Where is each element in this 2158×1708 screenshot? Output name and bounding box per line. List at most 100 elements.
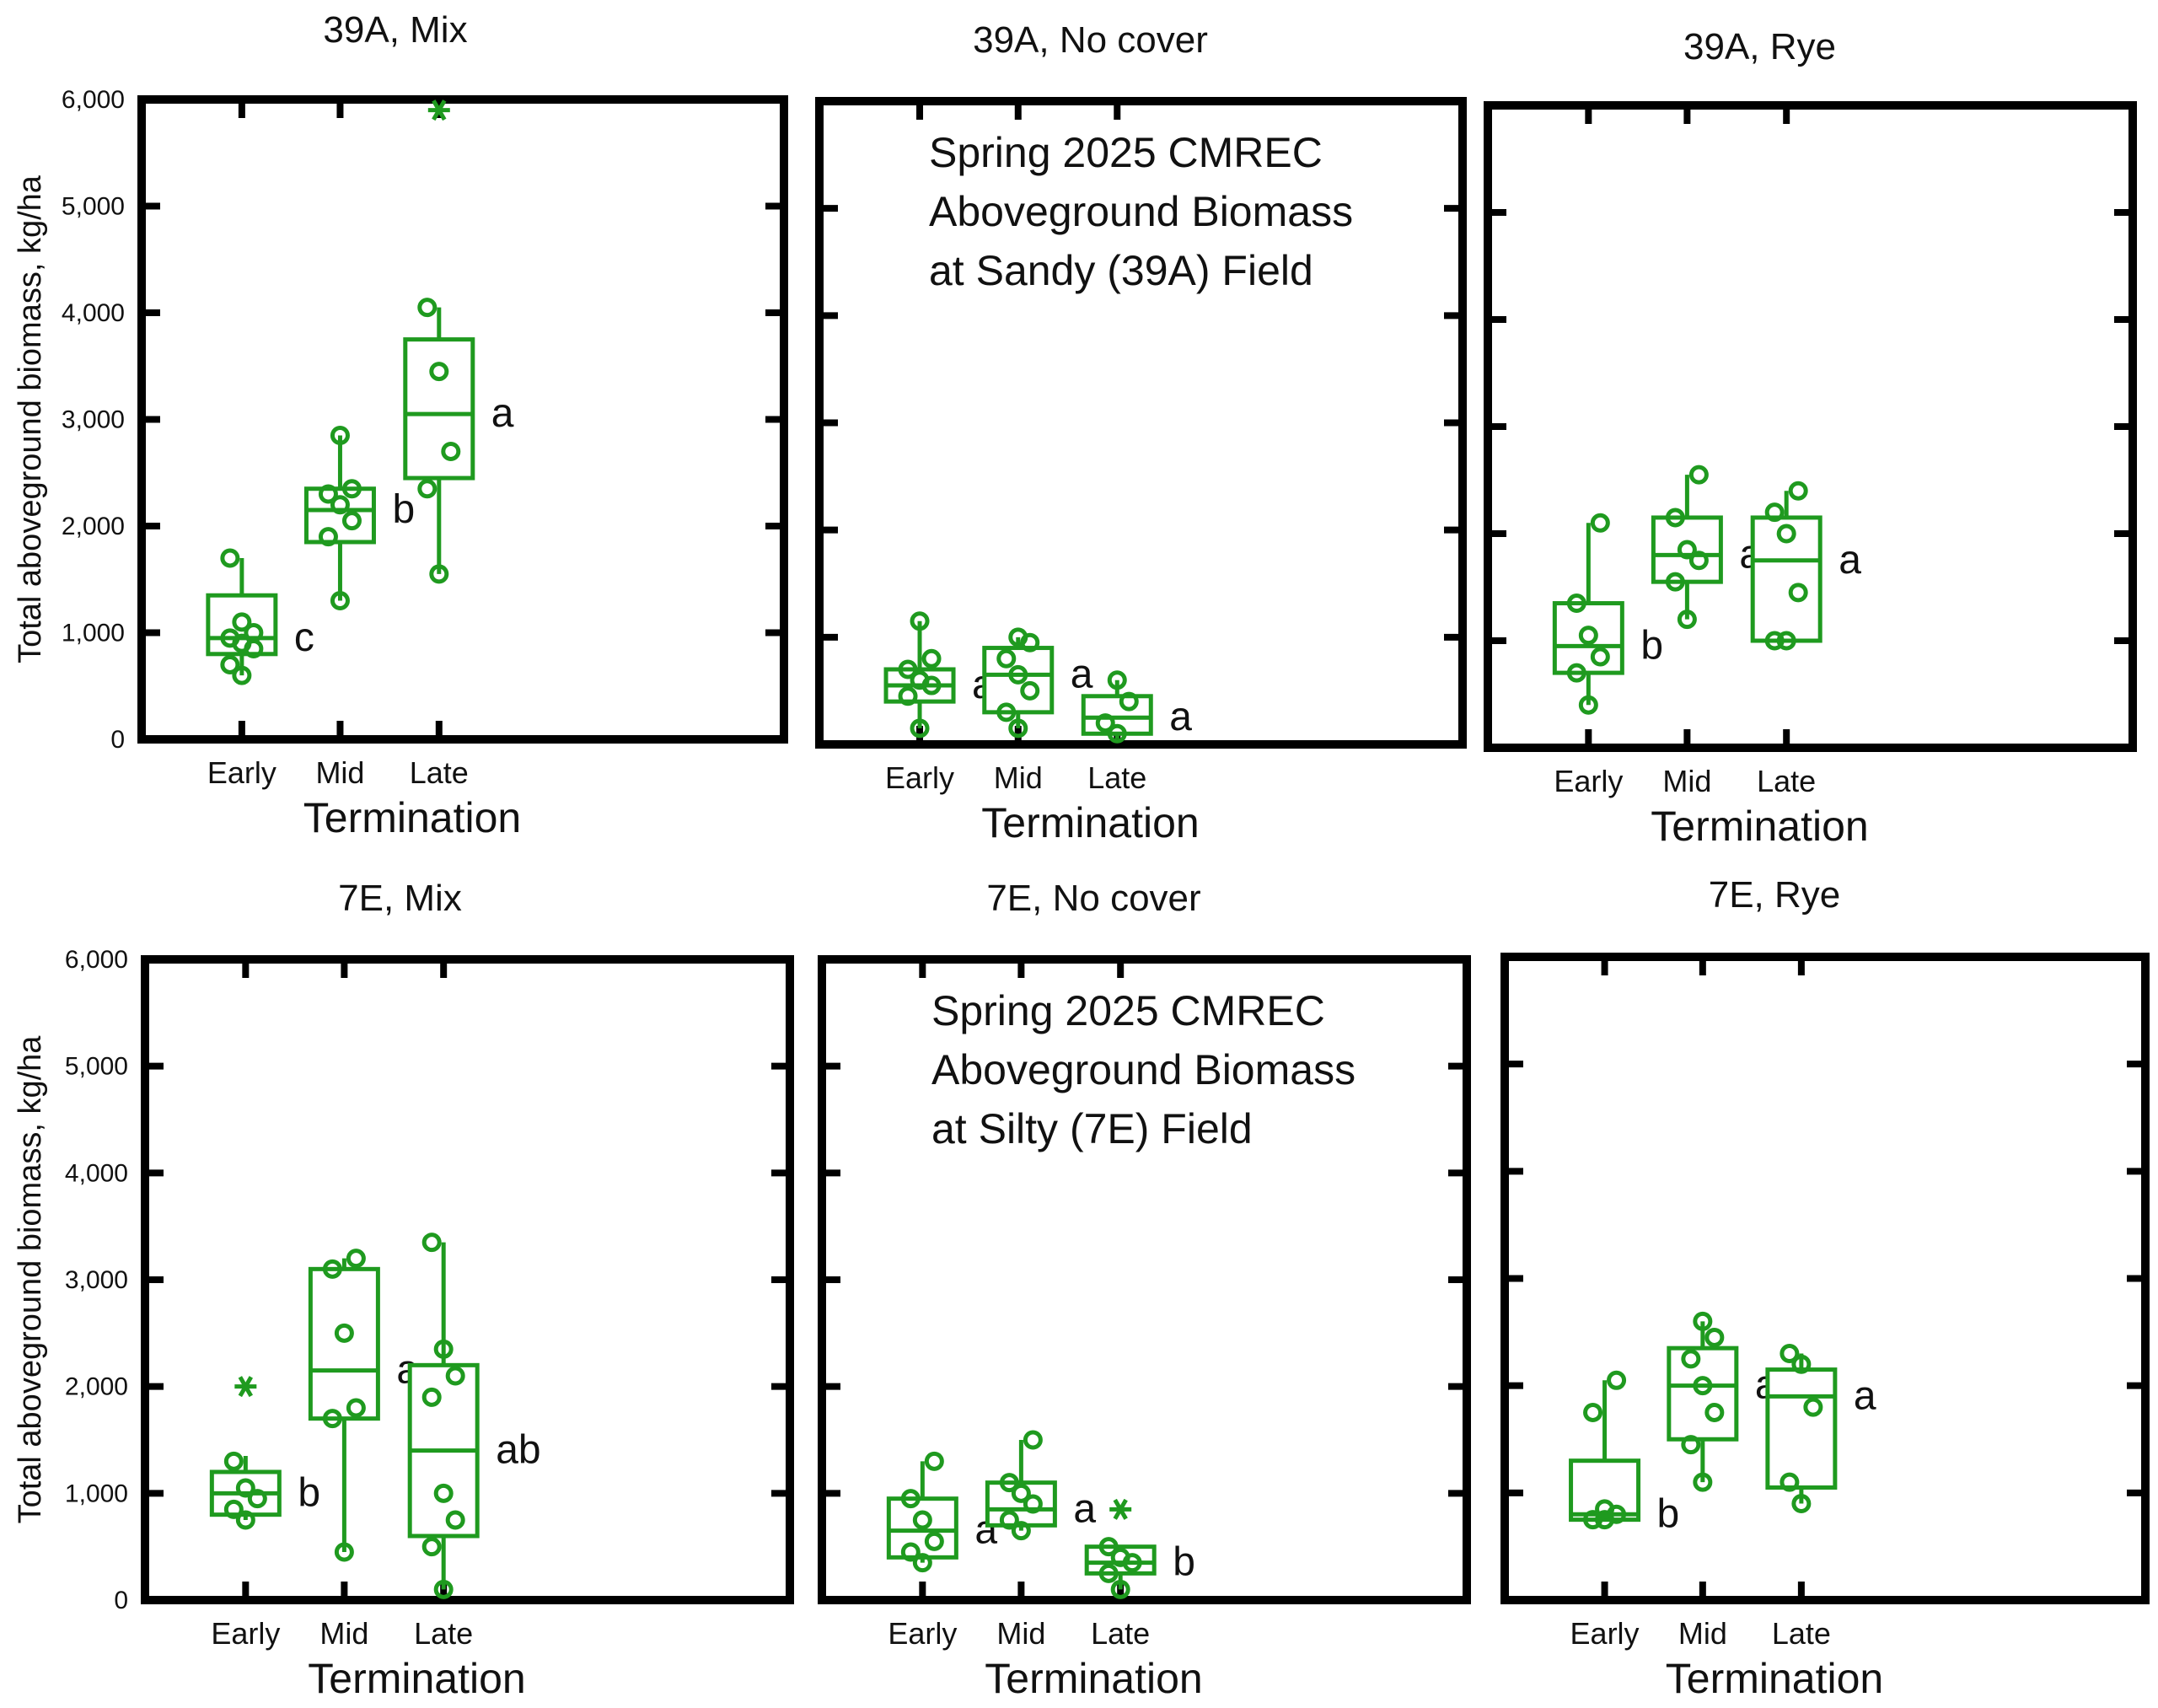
box-early: a bbox=[883, 611, 995, 739]
panel-6: 7E, RyeEarlyMidLateTerminationbaa bbox=[1500, 874, 2150, 1702]
y-axis-label: Total aboveground biomass, kg/ha bbox=[13, 1035, 48, 1524]
data-point bbox=[1578, 626, 1598, 646]
data-point bbox=[346, 1398, 366, 1418]
data-point bbox=[1607, 1370, 1627, 1390]
data-point bbox=[220, 654, 240, 674]
data-point bbox=[1020, 680, 1040, 701]
y-tick-label: 5,000 bbox=[62, 193, 125, 221]
significance-letter: a bbox=[491, 391, 514, 436]
data-point bbox=[223, 1499, 244, 1519]
outlier-marker bbox=[234, 1376, 257, 1398]
significance-letter: c bbox=[294, 615, 314, 660]
x-tick-label: Late bbox=[1757, 764, 1816, 798]
data-point bbox=[1008, 718, 1028, 739]
x-tick-label: Late bbox=[414, 1616, 473, 1651]
x-axis-label: Termination bbox=[303, 794, 521, 841]
data-point bbox=[1011, 1483, 1031, 1503]
data-point bbox=[1578, 695, 1598, 715]
significance-letter: b bbox=[392, 487, 415, 532]
x-tick-label: Mid bbox=[996, 1616, 1045, 1651]
data-point bbox=[330, 425, 350, 445]
box-early: c bbox=[206, 548, 314, 685]
data-point bbox=[334, 1542, 354, 1562]
box-early: b bbox=[1569, 1370, 1680, 1536]
significance-letter: b bbox=[1173, 1540, 1195, 1585]
y-tick-label: 4,000 bbox=[62, 299, 125, 327]
data-point bbox=[921, 648, 942, 669]
data-point bbox=[1590, 513, 1610, 533]
data-point bbox=[433, 1579, 454, 1599]
data-point bbox=[1776, 524, 1796, 544]
data-point bbox=[247, 1489, 267, 1509]
data-point bbox=[1107, 670, 1127, 690]
y-tick-label: 1,000 bbox=[65, 1480, 128, 1507]
data-point bbox=[1665, 572, 1685, 592]
x-axis-label: Termination bbox=[981, 799, 1199, 846]
data-point bbox=[421, 1537, 442, 1557]
x-axis-label: Termination bbox=[1666, 1655, 1883, 1702]
data-point bbox=[1788, 583, 1808, 603]
data-point bbox=[898, 659, 918, 679]
significance-letter: b bbox=[1657, 1491, 1680, 1536]
panel-4: 7E, Mix 0 1,000 2,000 3,000 4,000 5,000 6,000 To… bbox=[13, 878, 794, 1702]
panel-3: 39A, RyeEarlyMidLateTerminationbaa bbox=[1484, 26, 2137, 850]
x-tick-label: Late bbox=[1087, 760, 1146, 795]
data-point bbox=[433, 1339, 454, 1359]
data-point bbox=[1583, 1510, 1603, 1530]
x-tick-label: Early bbox=[1554, 764, 1623, 798]
y-axis-label: Total aboveground biomass, kg/ha bbox=[13, 175, 48, 663]
data-point bbox=[910, 670, 930, 690]
x-tick-label: Late bbox=[410, 755, 469, 790]
data-point bbox=[1011, 1521, 1031, 1541]
y-tick-label: 4,000 bbox=[65, 1159, 128, 1187]
iqr-box bbox=[1750, 515, 1822, 643]
box-early: b bbox=[1552, 513, 1663, 715]
iqr-box bbox=[1651, 515, 1723, 584]
significance-letter: a bbox=[1071, 652, 1093, 696]
box-mid: a bbox=[1651, 465, 1762, 630]
x-tick-label: Late bbox=[1772, 1616, 1831, 1651]
data-point bbox=[898, 686, 918, 706]
box-mid: a bbox=[1667, 1311, 1778, 1492]
significance-letter: a bbox=[1169, 695, 1192, 739]
data-point bbox=[1688, 465, 1709, 485]
annotation-line: Spring 2025 CMREC bbox=[929, 129, 1323, 176]
x-tick-label: Mid bbox=[1662, 764, 1711, 798]
outlier-stroke bbox=[1113, 1498, 1128, 1520]
data-point bbox=[322, 1259, 342, 1279]
data-point bbox=[912, 1510, 932, 1530]
y-tick-label: 2,000 bbox=[62, 513, 125, 540]
data-point bbox=[330, 495, 350, 515]
data-point bbox=[1110, 1579, 1130, 1599]
data-point bbox=[318, 484, 338, 504]
significance-letter: b bbox=[298, 1470, 320, 1515]
panel-1: 39A, Mix 0 1,000 2,000 3,000 4,000 5,000 6,000 T… bbox=[13, 9, 788, 841]
x-tick-label: Early bbox=[888, 1616, 957, 1651]
box-late: b bbox=[1084, 1498, 1195, 1599]
data-point bbox=[220, 628, 240, 648]
annotation-line: at Silty (7E) Field bbox=[931, 1105, 1253, 1152]
data-point bbox=[1119, 691, 1139, 712]
y-tick-label: 0 bbox=[114, 1587, 128, 1614]
data-point bbox=[1681, 1349, 1701, 1369]
x-axis-label: Termination bbox=[985, 1655, 1202, 1702]
x-tick-label: Mid bbox=[315, 755, 364, 790]
data-point bbox=[433, 1483, 454, 1503]
iqr-box bbox=[1552, 601, 1624, 675]
iqr-box bbox=[985, 1480, 1057, 1528]
box-mid: a bbox=[985, 1430, 1096, 1541]
data-point bbox=[341, 479, 362, 499]
y-tick-label: 0 bbox=[110, 726, 125, 754]
outlier-marker bbox=[427, 99, 450, 121]
x-axis-label: Termination bbox=[1651, 803, 1868, 850]
data-point bbox=[999, 1473, 1019, 1493]
iqr-box bbox=[1667, 1345, 1739, 1442]
y-tick-label: 5,000 bbox=[65, 1053, 128, 1081]
data-point bbox=[445, 1510, 465, 1530]
significance-letter: b bbox=[1640, 623, 1663, 668]
box-late: a bbox=[403, 99, 514, 584]
data-point bbox=[1791, 1494, 1812, 1514]
box-late: a bbox=[1081, 670, 1192, 744]
data-point bbox=[1693, 1376, 1713, 1396]
